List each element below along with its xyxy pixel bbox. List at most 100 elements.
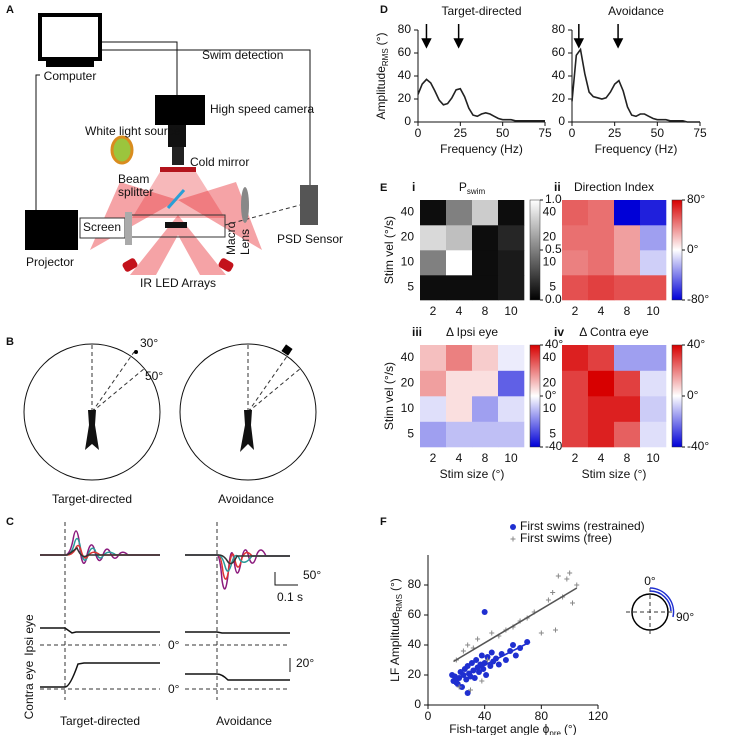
legend-label: First swims (restrained)	[520, 519, 645, 533]
x-tick-label: 80	[535, 709, 549, 723]
heatmap-cell	[640, 275, 667, 301]
colorbar-label: 1.0	[545, 192, 562, 206]
tail-trace	[185, 551, 290, 580]
label: High speed camera	[210, 102, 314, 116]
row-label: Contra eye	[22, 660, 36, 719]
heatmap-cell	[420, 200, 447, 226]
heatmap-cell	[588, 250, 615, 276]
tail-trace	[185, 554, 290, 565]
colorbar-label: 0.5	[545, 242, 562, 256]
cable	[35, 74, 40, 210]
eye-trace	[185, 673, 290, 681]
y-axis-label: Stim vel (°/s)	[382, 362, 396, 430]
point	[553, 627, 558, 633]
y-tick-label: 5	[549, 280, 556, 294]
tail-trace	[40, 544, 160, 559]
colorbar-label: 40°	[687, 337, 705, 351]
y-tick-label: 5	[407, 426, 414, 440]
tail-trace	[40, 546, 160, 558]
y-tick-label: 20	[401, 230, 415, 244]
heatmap-cell	[614, 275, 641, 301]
label: Swim detection	[202, 48, 283, 62]
label: Beam	[118, 172, 149, 186]
point	[480, 666, 487, 672]
y-axis-label-sub: RMS	[395, 594, 404, 612]
colorbar-label: 0°	[687, 242, 699, 256]
point	[550, 590, 556, 595]
monitor	[38, 13, 102, 61]
chart-title: Direction Index	[574, 180, 654, 194]
heatmap-cell	[498, 200, 525, 226]
panel-numeral: iii	[412, 325, 422, 339]
y-tick-label: 60	[398, 45, 412, 59]
angle-line	[91, 367, 146, 413]
y-tick-label: 20	[401, 375, 415, 389]
heatmap-cell	[446, 225, 473, 251]
inset-axes	[626, 588, 674, 636]
heatmap-cell	[562, 370, 589, 397]
colorbar-label: -80°	[687, 292, 709, 306]
colorbar-label: -40°	[687, 439, 709, 453]
heatmap-cell	[446, 275, 473, 301]
fit-line	[453, 587, 578, 663]
y-tick-label: 40	[543, 205, 557, 219]
x-tick-label: 2	[572, 304, 579, 318]
x-tick-label: 8	[482, 304, 489, 318]
beam-splitter	[166, 189, 186, 209]
zero-label: 0°	[168, 638, 180, 652]
point	[564, 576, 570, 582]
point	[481, 609, 488, 615]
y-axis-label: Stim vel (°/s)	[382, 216, 396, 284]
heatmap-cell	[472, 396, 499, 422]
heatmap-cell	[472, 200, 499, 226]
panel-label: B	[6, 336, 14, 348]
x-axis-label-unit: (°)	[564, 722, 577, 735]
x-tick-label: 0	[415, 126, 422, 140]
stimulus-diagram: 30° 50° Target-directed Avoidance	[23, 336, 317, 506]
x-tick-label: 0	[569, 126, 576, 140]
point	[478, 652, 485, 659]
point	[567, 570, 573, 576]
x-axis-label-sub: pre	[549, 729, 561, 735]
heatmap-cell	[420, 370, 447, 397]
heatmap-cell	[420, 225, 447, 251]
label: Projector	[26, 255, 74, 269]
x-tick-label: 75	[538, 126, 552, 140]
x-axis-label-main: Fish-target angle ϕ	[449, 722, 549, 735]
point	[483, 672, 490, 678]
y-tick-label: 40	[401, 350, 415, 364]
heatmap-cell	[562, 396, 589, 422]
x-axis-label: Stim size (°)	[440, 467, 505, 481]
heatmap-cell	[614, 200, 641, 226]
heatmap-cell	[614, 396, 641, 422]
heatmap-cell	[472, 275, 499, 301]
angle-line	[247, 351, 291, 413]
point	[464, 690, 471, 696]
x-tick-label: 8	[482, 451, 489, 465]
label: Avoidance	[218, 492, 274, 506]
colorbar	[529, 344, 541, 448]
heatmap-cell	[472, 370, 499, 397]
point	[502, 657, 509, 663]
chart-title: Avoidance	[608, 4, 664, 18]
point	[479, 678, 485, 684]
label: splitter	[118, 185, 153, 199]
y-axis-label-unit: (°)	[388, 578, 402, 591]
x-axis-label: Fish-target angle ϕpre (°)	[449, 722, 576, 735]
inset-label: 90°	[676, 610, 694, 624]
label: Target-directed	[60, 714, 140, 728]
panel-label: E	[380, 182, 387, 194]
x-tick-label: 10	[504, 304, 518, 318]
y-tick-label: 10	[401, 255, 415, 269]
x-tick-label: 75	[693, 126, 707, 140]
heatmap-cell	[588, 370, 615, 397]
colorbar	[671, 344, 683, 448]
x-tick-label: 120	[588, 709, 608, 723]
heatmap-cell	[562, 345, 589, 371]
chart-title: Target-directed	[441, 4, 521, 18]
heatmap-cell	[640, 250, 667, 276]
scale-label: 50°	[303, 568, 321, 582]
chart-title: Δ Contra eye	[579, 325, 649, 339]
point	[510, 642, 516, 648]
heatmap-cell	[562, 275, 589, 301]
